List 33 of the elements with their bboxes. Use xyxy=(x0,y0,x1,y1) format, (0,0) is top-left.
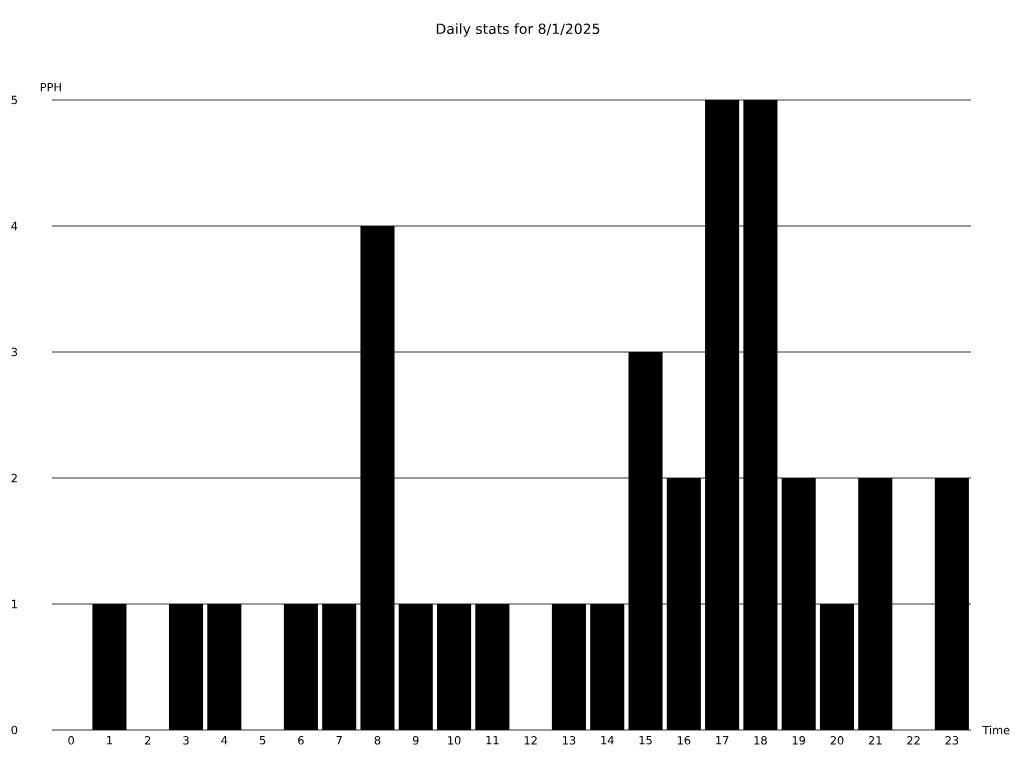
x-tick-label: 9 xyxy=(412,736,419,745)
y-tick-label: 0 xyxy=(11,725,18,735)
x-tick-label: 19 xyxy=(792,736,806,745)
y-tick-label: 1 xyxy=(12,599,17,609)
x-tick-label: 0 xyxy=(68,736,74,745)
x-tick-label: 1 xyxy=(107,736,112,745)
x-tick-label: 2 xyxy=(144,736,151,745)
chart-title: Daily stats for 8/1/2025 xyxy=(436,23,600,37)
x-tick-label: 13 xyxy=(562,736,576,745)
x-tick-label: 23 xyxy=(945,736,959,745)
y-tick-label: 4 xyxy=(11,221,18,231)
x-tick-label: 18 xyxy=(754,736,767,745)
x-axis-title: Time xyxy=(982,725,1010,735)
y-axis-title: PPH xyxy=(40,83,61,92)
x-tick-label: 4 xyxy=(221,736,228,745)
x-tick-label: 6 xyxy=(298,736,304,745)
x-tick-label: 11 xyxy=(486,736,499,745)
y-tick-label: 3 xyxy=(11,347,18,357)
x-tick-label: 14 xyxy=(601,736,614,745)
x-tick-label: 12 xyxy=(524,736,537,745)
x-tick-label: 17 xyxy=(716,736,729,745)
x-tick-label: 20 xyxy=(830,736,844,745)
x-tick-label: 15 xyxy=(639,736,652,745)
x-tick-label: 10 xyxy=(448,736,461,745)
x-tick-label: 16 xyxy=(677,736,691,745)
x-tick-label: 8 xyxy=(374,736,381,745)
x-tick-label: 3 xyxy=(183,736,189,745)
x-tick-label: 7 xyxy=(336,736,342,745)
x-tick-label: 5 xyxy=(259,736,266,745)
y-tick-label: 2 xyxy=(11,473,17,483)
x-tick-label: 21 xyxy=(868,736,882,745)
y-tick-label: 5 xyxy=(11,95,17,105)
x-tick-label: 22 xyxy=(907,736,920,745)
